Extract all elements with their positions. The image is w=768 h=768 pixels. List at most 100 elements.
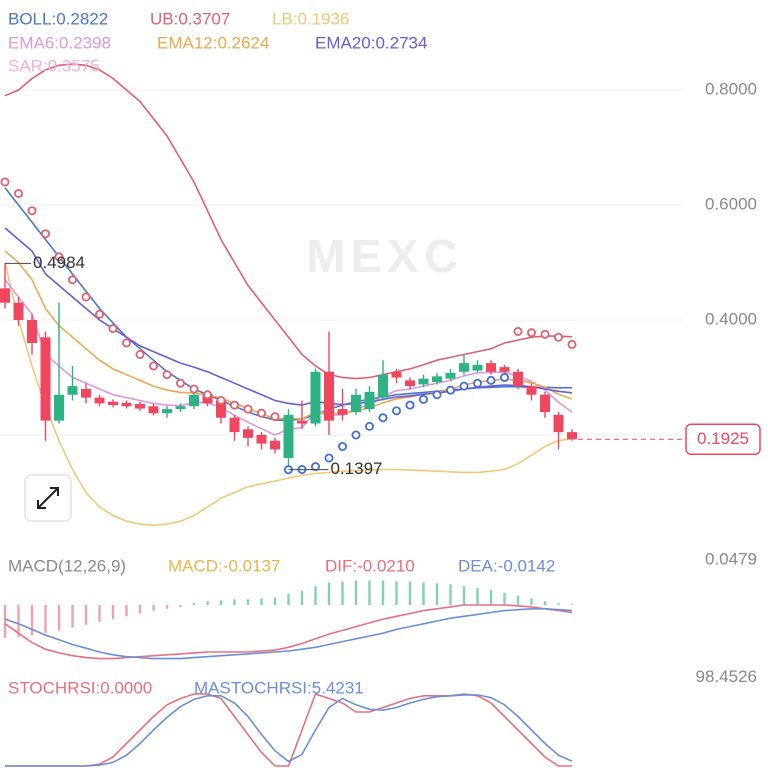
histogram-bar (449, 584, 452, 605)
max-label: 0.4984 (33, 253, 85, 272)
indicator-line (4, 604, 573, 660)
histogram-bar (530, 598, 533, 605)
histogram-bar (84, 604, 88, 625)
candle-body (459, 363, 469, 372)
histogram-bar (435, 583, 439, 605)
panel-title: MACD(12,26,9) (8, 556, 126, 575)
legend-entry: DEA:-0.0142 (458, 556, 555, 575)
histogram-bar (17, 604, 20, 637)
candle-body (526, 386, 537, 395)
y-tick-label: 0.6000 (705, 194, 757, 213)
histogram-bar (98, 604, 101, 622)
sar-dot (540, 329, 550, 339)
sar-dot (472, 378, 482, 388)
legend-entry: STOCHRSI:0.0000 (8, 678, 152, 697)
expand-button[interactable] (24, 474, 72, 522)
histogram-bar (368, 580, 371, 605)
histogram-bar (300, 590, 304, 605)
sar-dot (513, 326, 523, 336)
legend-entry: LB:0.1936 (272, 9, 350, 28)
histogram-bar (44, 604, 47, 634)
histogram-bar (179, 604, 182, 607)
histogram-bar (219, 600, 223, 605)
candle-body (243, 429, 253, 438)
histogram-bar (422, 582, 425, 605)
legend-entry: MACD:-0.0137 (168, 556, 280, 575)
sar-dot (54, 252, 64, 262)
legend-entry: SAR:0.3575 (8, 56, 100, 75)
candle-body (486, 363, 496, 372)
histogram-bar (71, 604, 74, 628)
histogram-bar (125, 604, 128, 617)
sar-dot (202, 390, 212, 400)
histogram-bar (57, 604, 61, 631)
candle-body (513, 371, 523, 387)
y-tick-label: 0.4000 (705, 309, 757, 328)
sar-dot (216, 395, 226, 405)
sar-dot (135, 349, 145, 359)
candle-body (391, 371, 402, 378)
candle-body (432, 376, 442, 383)
sar-dot (41, 229, 51, 239)
legend-entry: DIF:-0.0210 (325, 556, 415, 575)
histogram-bar (327, 582, 331, 605)
sar-dot (351, 430, 361, 440)
candle-body (553, 414, 564, 433)
sar-dot (378, 413, 388, 423)
sar-dot (486, 375, 496, 385)
panel-labels: 0.80000.60000.40000.20000.49840.13970.19… (5, 9, 761, 478)
candle-body (297, 420, 307, 424)
candle-body (324, 371, 334, 421)
last-price-box (685, 423, 761, 456)
candle-body (499, 367, 510, 372)
y-tick-label: 98.4526 (696, 667, 757, 686)
histogram-bar (152, 604, 155, 611)
sar-dot (432, 390, 442, 400)
sar-dot (243, 404, 253, 414)
histogram-bar (30, 604, 34, 636)
sar-dot (175, 378, 185, 388)
last-price-label: 0.1925 (697, 429, 749, 448)
candle-body (270, 440, 280, 450)
sar-dot (554, 332, 564, 342)
panel (3, 580, 574, 660)
candle-body (108, 401, 118, 406)
candle-body (135, 403, 145, 409)
histogram-bar (260, 598, 263, 605)
candle-body (40, 337, 51, 421)
legend-entry: BOLL:0.2822 (8, 9, 108, 28)
sar-dot (270, 412, 280, 422)
legend-entry: MASTOCHRSI:5.4231 (194, 678, 364, 697)
candle-body (189, 394, 199, 407)
legend-entry: EMA6:0.2398 (8, 33, 111, 52)
histogram-bar (111, 604, 115, 620)
legend-entry: UB:0.3707 (150, 9, 230, 28)
sar-dot (0, 177, 10, 187)
sar-dot (148, 361, 158, 371)
sar-dot (81, 292, 91, 302)
candle-body (0, 288, 10, 303)
histogram-bar (354, 580, 358, 605)
candle-body (148, 406, 159, 414)
sar-dot (13, 188, 23, 198)
legend-entry: EMA12:0.2624 (157, 33, 269, 52)
candle-body (175, 406, 186, 410)
sar-dot (567, 339, 577, 349)
histogram-bar (165, 604, 169, 609)
sar-dot (229, 400, 239, 410)
sar-dot (162, 370, 172, 380)
histogram-bar (287, 593, 290, 605)
y-tick-label: 0.0479 (705, 549, 757, 568)
candle-body (567, 432, 577, 440)
candle-body (256, 434, 267, 444)
sar-dot (68, 275, 78, 285)
candle-body (81, 388, 91, 398)
candle-body (67, 386, 78, 395)
histogram-bar (395, 581, 398, 605)
histogram-bar (543, 601, 547, 605)
panel-labels: 98.4526 STOCHRSI:0.0000 MASTOCHRSI:5.4231 (8, 667, 757, 698)
watermark: MEXC (307, 230, 464, 282)
sar-dot (256, 408, 266, 418)
sar-dot (310, 462, 320, 472)
